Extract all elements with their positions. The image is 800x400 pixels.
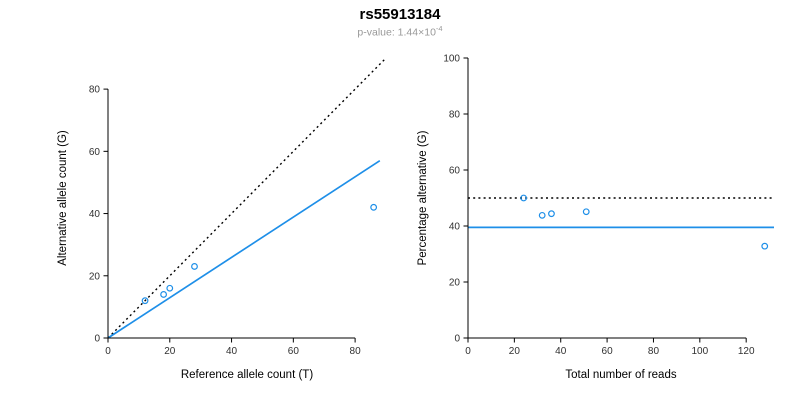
x-tick-label: 80 [648, 346, 660, 357]
data-point [548, 210, 555, 218]
x-tick-label: 80 [350, 346, 362, 357]
y-axis-label: Percentage alternative (G) [417, 130, 429, 265]
x-tick-label: 40 [555, 346, 567, 357]
data-point [191, 263, 198, 270]
x-tick-label: 20 [509, 346, 521, 357]
x-tick-label: 40 [226, 346, 238, 357]
x-tick-label: 60 [288, 346, 300, 357]
x-tick-label: 120 [738, 346, 755, 357]
y-tick-label: 20 [89, 271, 101, 282]
left-scatter-plot: 0 20 40 60 80 0 20 40 60 80 Reference allele count… [57, 57, 387, 381]
y-tick-label: 40 [449, 222, 461, 233]
x-axis-label: Reference allele count (T) [181, 369, 313, 381]
pvalue-label: p-value: [357, 26, 398, 39]
x-tick-label: 100 [691, 346, 708, 357]
y-tick-label: 20 [449, 278, 461, 289]
y-axis-label: Alternative allele count (G) [57, 130, 69, 266]
data-point [582, 208, 590, 216]
y-tick-label: 60 [449, 166, 461, 177]
data-point [370, 203, 378, 211]
x-tick-label: 0 [105, 346, 111, 357]
pvalue-exponent: -4 [435, 24, 443, 34]
y-tick-label: 0 [94, 334, 100, 345]
charts-row: 0 20 40 60 80 0 20 40 60 80 Reference allele count… [0, 40, 800, 400]
data-point [538, 211, 546, 219]
right-scatter-plot: 0 20 40 60 80 100 120 0 20 40 60 80 100 Total number … [417, 54, 774, 381]
y-tick-label: 0 [454, 334, 460, 345]
data-point [761, 242, 769, 250]
data-point [141, 297, 149, 305]
data-point [160, 291, 168, 298]
data-point [520, 194, 528, 202]
figure-subtitle: p-value: 1.44×10-4 [0, 24, 800, 39]
y-tick-label: 40 [89, 209, 101, 220]
data-point [166, 284, 174, 292]
identity-line [107, 57, 387, 339]
x-tick-label: 0 [465, 346, 471, 357]
x-axis-label: Total number of reads [565, 369, 676, 381]
figure-title: rs55913184 [359, 6, 441, 23]
pvalue-base: 1.44×10 [397, 26, 436, 39]
y-tick-label: 100 [443, 54, 460, 65]
y-tick-label: 80 [449, 110, 461, 121]
x-tick-label: 20 [164, 346, 176, 357]
figure-header: rs55913184 p-value: 1.44×10-4 [0, 6, 800, 39]
y-tick-label: 80 [89, 85, 101, 96]
y-tick-label: 60 [89, 147, 101, 158]
x-tick-label: 60 [602, 346, 614, 357]
regression-line [107, 159, 381, 339]
